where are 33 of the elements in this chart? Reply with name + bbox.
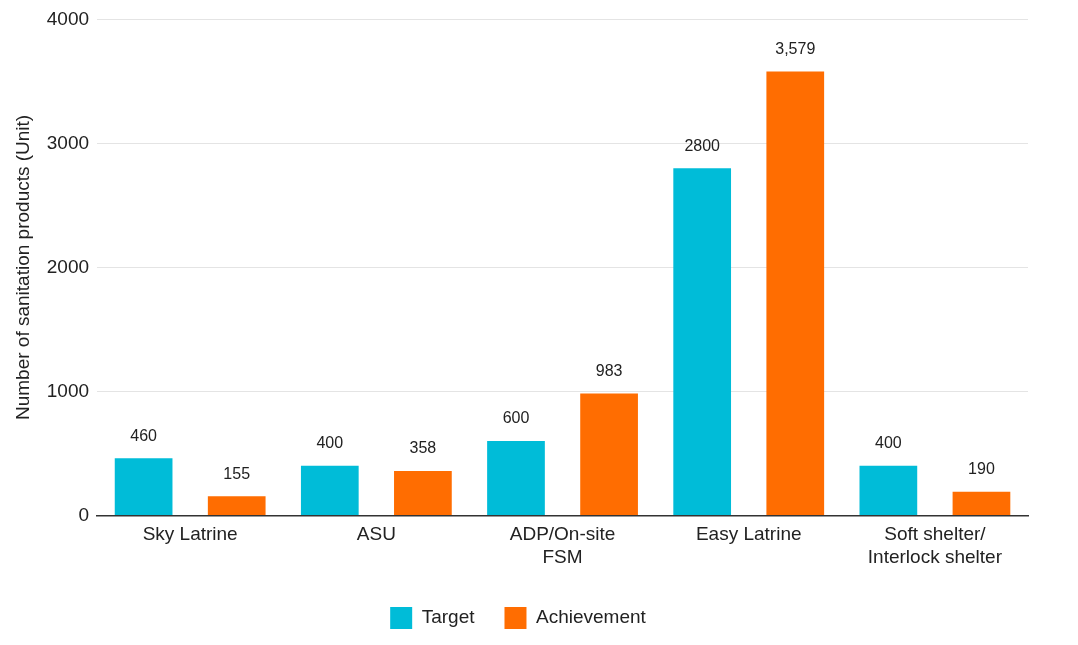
bar — [952, 491, 1011, 515]
legend-label: Achievement — [535, 606, 647, 628]
y-axis-title: Number of sanitation products (Unit) — [11, 114, 33, 420]
data-label: 190 — [968, 460, 995, 478]
data-label: 2800 — [684, 136, 721, 154]
legend-label: Target — [421, 606, 476, 628]
bar — [300, 465, 359, 515]
data-label: 155 — [223, 464, 251, 482]
bar — [394, 471, 452, 515]
x-tick-label: Soft shelter/ Interlock shelter — [867, 523, 1003, 567]
y-tick-label: 4000 — [46, 7, 90, 29]
data-label: 358 — [409, 439, 437, 457]
data-label: 600 — [502, 409, 530, 427]
data-label: 400 — [875, 434, 902, 452]
y-tick-label: 3000 — [46, 131, 90, 153]
bar — [673, 168, 732, 515]
y-tick-label: 1000 — [46, 379, 90, 401]
data-label: 460 — [130, 426, 158, 444]
x-tick-label: Easy Latrine — [695, 523, 802, 545]
bar — [114, 458, 173, 515]
y-tick-label: 2000 — [46, 255, 90, 277]
x-tick-label: Sky Latrine — [142, 523, 238, 545]
bar — [859, 465, 918, 515]
y-tick-label: 0 — [78, 503, 90, 525]
bar — [580, 393, 638, 515]
x-tick-label: ADP/On-site FSM — [509, 523, 616, 567]
bar — [487, 441, 545, 515]
data-label: 3,579 — [775, 40, 816, 58]
data-label: 983 — [595, 361, 623, 379]
data-label: 400 — [316, 434, 344, 452]
bar — [766, 71, 825, 515]
bar — [207, 496, 266, 515]
x-tick-label: ASU — [356, 523, 396, 545]
